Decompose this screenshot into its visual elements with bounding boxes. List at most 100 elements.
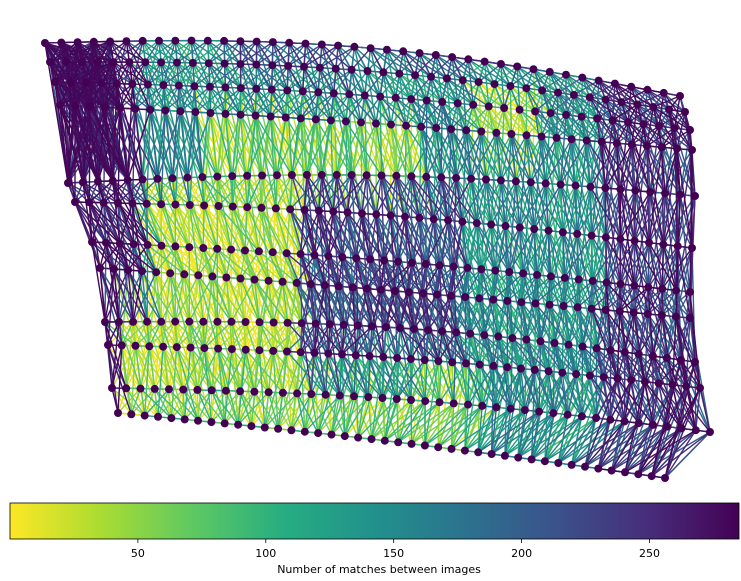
graph-edge — [564, 277, 579, 308]
graph-edge — [411, 262, 429, 331]
graph-edge — [441, 295, 452, 332]
graph-edge — [160, 321, 178, 348]
graph-edge — [397, 402, 455, 443]
graph-edge — [557, 419, 611, 464]
graph-edge — [559, 184, 578, 235]
graph-edge — [533, 228, 552, 277]
graph-edge — [117, 202, 162, 247]
graph-edge — [394, 290, 426, 361]
graph-edge — [601, 141, 607, 189]
graph-edge — [595, 378, 619, 419]
graph-edge — [581, 77, 622, 103]
graph-edge — [452, 177, 457, 267]
graph-edge — [545, 138, 573, 184]
graph-edge — [519, 109, 558, 139]
graph-edge — [584, 376, 605, 467]
graph-edge — [82, 182, 93, 243]
graph-edge — [186, 112, 197, 178]
graph-edge — [196, 389, 213, 423]
image-node — [155, 36, 163, 45]
image-node — [379, 68, 388, 77]
graph-edge — [480, 268, 508, 302]
graph-edge — [493, 84, 498, 133]
graph-edge — [147, 84, 174, 179]
graph-edge — [395, 175, 421, 219]
graph-edge — [598, 80, 622, 103]
graph-edge — [67, 61, 99, 184]
graph-edge — [397, 261, 415, 330]
graph-edge — [422, 219, 435, 294]
graph-edge — [103, 179, 129, 204]
graph-edge — [111, 387, 119, 414]
graph-edge — [239, 114, 248, 208]
graph-edge — [605, 236, 636, 286]
image-node — [251, 111, 260, 120]
graph-edge — [176, 321, 190, 348]
image-node — [624, 118, 632, 127]
graph-edge — [160, 273, 171, 322]
graph-edge — [424, 330, 429, 402]
graph-edge — [366, 288, 401, 329]
image-node — [300, 62, 308, 71]
graph-edge — [291, 119, 317, 176]
graph-edge — [306, 174, 334, 213]
graph-edge — [490, 408, 512, 455]
graph-edge — [509, 68, 534, 87]
graph-edge — [519, 135, 528, 228]
graph-edge — [261, 116, 272, 176]
image-node — [655, 122, 663, 131]
graph-edge — [369, 355, 398, 400]
graph-edge — [619, 189, 636, 286]
graph-edge — [282, 392, 293, 431]
graph-edge — [649, 126, 660, 193]
graph-edge — [509, 86, 513, 135]
image-node — [113, 79, 121, 88]
image-node — [522, 84, 531, 93]
graph-edge — [107, 321, 120, 346]
graph-edge — [470, 132, 498, 180]
graph-edge — [364, 94, 392, 126]
graph-edge — [559, 140, 588, 185]
graph-edge — [193, 86, 204, 178]
graph-edge — [451, 56, 495, 85]
graph-edge — [211, 389, 239, 426]
image-node — [161, 106, 170, 115]
graph-edge — [111, 321, 120, 389]
graph-edge — [591, 308, 619, 379]
graph-edge — [253, 391, 266, 428]
graph-edge — [534, 302, 570, 346]
graph-edge — [319, 67, 332, 121]
graph-edge — [286, 282, 298, 352]
graph-edge — [286, 253, 303, 324]
image-node — [554, 88, 562, 97]
graph-edge — [366, 70, 377, 124]
graph-edge — [510, 369, 536, 410]
graph-edge — [413, 294, 438, 330]
graph-edge — [494, 227, 521, 271]
graph-edge — [596, 348, 611, 420]
image-node — [183, 173, 192, 182]
image-node — [188, 58, 197, 67]
graph-edge — [255, 115, 293, 176]
graph-edge — [192, 40, 209, 64]
graph-edge — [333, 93, 353, 176]
graph-edge — [614, 83, 638, 106]
image-node — [484, 102, 493, 111]
graph-edge — [648, 242, 677, 291]
graph-edge — [547, 304, 551, 372]
graph-edge — [581, 280, 594, 347]
graph-edge — [272, 322, 303, 352]
graph-edge — [562, 139, 573, 233]
graph-edge — [525, 339, 540, 412]
graph-edge — [557, 92, 588, 141]
graph-edge — [396, 359, 426, 400]
image-node — [153, 174, 162, 183]
graph-edge — [397, 216, 406, 262]
graph-edge — [433, 218, 455, 267]
graph-edge — [88, 201, 135, 245]
graph-edge — [633, 312, 646, 382]
graph-edge — [677, 246, 691, 319]
graph-edge — [464, 267, 469, 298]
graph-edge — [321, 174, 334, 212]
graph-edge — [578, 236, 607, 280]
